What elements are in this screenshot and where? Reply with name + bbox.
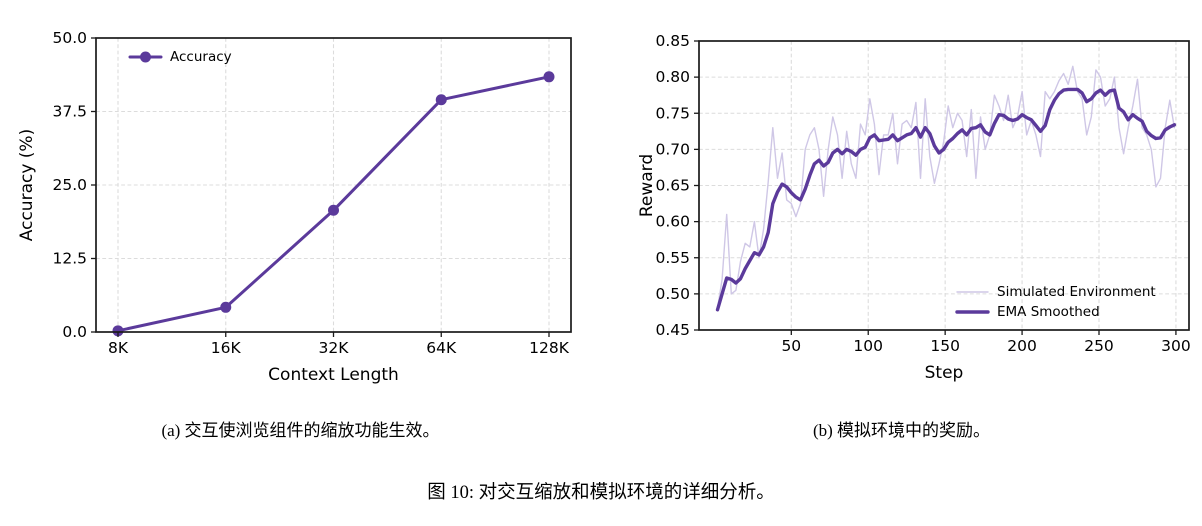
y-tick-label: 0.0 (62, 323, 87, 341)
grid (96, 37, 571, 333)
y-tick-label: 0.70 (655, 140, 690, 158)
x-axis-label: Context Length (268, 365, 399, 385)
y-tick-label: 0.75 (655, 104, 690, 122)
reward-chart-panel: 0.45 0.50 0.55 0.60 0.65 0.70 0.75 0.80 0.85 50 10… (601, 0, 1202, 400)
data-point (328, 204, 339, 216)
y-tick-label: 25.0 (52, 176, 87, 194)
y-tick-label: 50.0 (52, 29, 87, 47)
accuracy-line-chart: 0.0 12.5 25.0 37.5 50.0 8K 16K 32K 64K 128K Contex… (17, 29, 572, 385)
y-tick-label: 12.5 (52, 250, 87, 268)
tick-labels: 0.0 12.5 25.0 37.5 50.0 8K 16K 32K 64K 128K (52, 29, 569, 357)
x-tick-label: 250 (1084, 337, 1114, 355)
figure-10: 0.0 12.5 25.0 37.5 50.0 8K 16K 32K 64K 128K Contex… (0, 0, 1202, 503)
accuracy-chart-panel: 0.0 12.5 25.0 37.5 50.0 8K 16K 32K 64K 128K Contex… (0, 0, 601, 400)
series-ema-smoothed (715, 87, 1177, 312)
data-point (435, 94, 447, 106)
figure-caption: 图 10: 对交互缩放和模拟环境的详细分析。 (427, 483, 775, 503)
series-accuracy (112, 71, 555, 337)
legend-label: Accuracy (170, 49, 232, 65)
y-tick-label: 0.50 (655, 285, 690, 303)
legend: Simulated Environment EMA Smoothed (955, 284, 1156, 320)
x-tick-label: 200 (1007, 337, 1037, 355)
tick-labels: 0.45 0.50 0.55 0.60 0.65 0.70 0.75 0.80 0.85 50 10… (655, 32, 1190, 355)
y-tick-label: 0.85 (655, 32, 690, 50)
subcaption-b: (b) 模拟环境中的奖励。 (812, 421, 991, 440)
axis-ticks (91, 37, 550, 337)
y-tick-label: 37.5 (52, 103, 87, 121)
subcaption-a: (a) 交互使浏览组件的缩放功能生效。 (161, 421, 440, 440)
data-point (220, 301, 232, 313)
charts-row: 0.0 12.5 25.0 37.5 50.0 8K 16K 32K 64K 128K Contex… (0, 0, 1202, 400)
y-tick-label: 0.80 (655, 68, 690, 86)
x-tick-label: 64K (426, 339, 457, 357)
legend-label: Simulated Environment (997, 284, 1156, 300)
y-tick-label: 0.60 (655, 213, 690, 231)
y-tick-label: 0.65 (655, 177, 690, 195)
grid (699, 40, 1189, 331)
y-tick-label: 0.45 (655, 321, 690, 339)
x-tick-label: 50 (781, 337, 801, 355)
x-axis-label: Step (925, 363, 964, 383)
x-tick-label: 300 (1161, 337, 1191, 355)
y-axis-label: Accuracy (%) (17, 129, 37, 241)
x-tick-label: 150 (930, 337, 960, 355)
data-point (543, 71, 555, 83)
x-tick-label: 16K (211, 339, 242, 357)
axis-ticks (694, 40, 1177, 335)
legend-label: EMA Smoothed (997, 304, 1100, 320)
y-tick-label: 0.55 (655, 249, 690, 267)
x-tick-label: 8K (108, 339, 129, 357)
legend-marker-sample (140, 51, 151, 63)
reward-line-chart: 0.45 0.50 0.55 0.60 0.65 0.70 0.75 0.80 0.85 50 10… (637, 32, 1191, 383)
x-tick-label: 100 (853, 337, 883, 355)
legend: Accuracy (128, 49, 232, 65)
x-tick-label: 128K (529, 339, 570, 357)
y-axis-label: Reward (637, 154, 657, 217)
series-simulated-environment (716, 65, 1176, 309)
subcaptions-row: (a) 交互使浏览组件的缩放功能生效。 (b) 模拟环境中的奖励。 (0, 416, 1202, 441)
data-point (112, 325, 124, 337)
x-tick-label: 32K (319, 339, 350, 357)
